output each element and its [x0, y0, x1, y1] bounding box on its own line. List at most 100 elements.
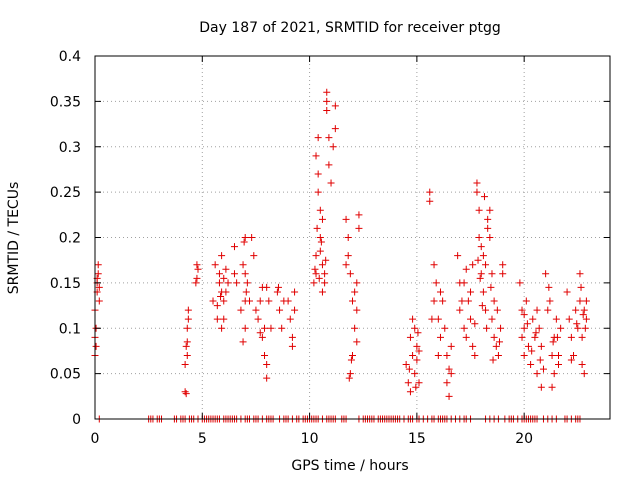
- data-point: [518, 333, 526, 341]
- data-point: [344, 252, 352, 260]
- data-point: [578, 333, 586, 341]
- data-point: [346, 270, 354, 278]
- data-point: [181, 361, 189, 369]
- data-point: [576, 297, 584, 305]
- data-point: [318, 215, 326, 223]
- data-point: [426, 188, 434, 196]
- data-point: [181, 388, 189, 396]
- data-point: [323, 106, 331, 114]
- data-point: [220, 315, 228, 323]
- data-point: [523, 320, 531, 328]
- data-point: [183, 338, 191, 346]
- data-point: [252, 306, 260, 314]
- data-point: [256, 297, 264, 305]
- data-point: [286, 315, 294, 323]
- data-point: [222, 288, 230, 296]
- data-point: [217, 292, 225, 300]
- data-point: [414, 329, 422, 337]
- data-point: [567, 356, 575, 364]
- data-point: [230, 243, 238, 251]
- data-point: [321, 270, 329, 278]
- data-point: [314, 170, 322, 178]
- data-point: [527, 361, 535, 369]
- data-point: [486, 206, 494, 214]
- data-point: [250, 252, 258, 260]
- data-point: [402, 361, 410, 369]
- data-point: [404, 379, 412, 387]
- data-point: [239, 338, 247, 346]
- data-point: [323, 88, 331, 96]
- data-point: [92, 342, 100, 350]
- data-point: [241, 270, 249, 278]
- axis-ticks: [94, 55, 610, 420]
- data-point: [183, 351, 191, 359]
- data-point: [355, 224, 363, 232]
- data-point: [493, 306, 501, 314]
- data-point: [539, 365, 547, 373]
- data-point: [426, 197, 434, 205]
- data-point: [355, 211, 363, 219]
- data-point: [273, 288, 281, 296]
- data-point: [582, 315, 590, 323]
- data-point: [321, 279, 329, 287]
- data-point: [520, 351, 528, 359]
- data-point: [353, 306, 361, 314]
- data-point: [577, 283, 585, 291]
- data-point: [489, 356, 497, 364]
- data-point: [492, 342, 500, 350]
- data-point: [537, 383, 545, 391]
- data-point: [278, 324, 286, 332]
- data-point: [478, 302, 486, 310]
- data-point: [529, 315, 537, 323]
- data-point: [312, 252, 320, 260]
- data-point: [490, 297, 498, 305]
- data-point: [471, 351, 479, 359]
- data-point: [94, 261, 102, 269]
- data-points: [91, 88, 590, 423]
- data-point: [409, 351, 417, 359]
- data-point: [243, 279, 251, 287]
- data-point: [445, 365, 453, 373]
- data-point: [213, 315, 221, 323]
- data-point: [413, 356, 421, 364]
- data-point: [353, 338, 361, 346]
- data-point: [464, 297, 472, 305]
- data-point: [553, 333, 561, 341]
- data-point: [331, 102, 339, 110]
- data-point: [445, 392, 453, 400]
- data-point: [524, 342, 532, 350]
- data-point: [351, 288, 359, 296]
- x-tick-label: 5: [198, 431, 207, 447]
- data-point: [349, 351, 356, 359]
- data-point: [533, 306, 541, 314]
- x-axis-label: GPS time / hours: [291, 458, 408, 474]
- data-point: [476, 274, 484, 282]
- data-point: [462, 333, 470, 341]
- data-point: [428, 315, 436, 323]
- data-point: [323, 97, 331, 105]
- data-point: [460, 324, 468, 332]
- data-point: [313, 224, 321, 232]
- data-point: [488, 315, 496, 323]
- data-point: [565, 315, 573, 323]
- x-tick-label: 15: [408, 431, 426, 447]
- data-point: [288, 333, 296, 341]
- data-point: [230, 270, 238, 278]
- data-point: [548, 383, 556, 391]
- data-point: [329, 143, 337, 151]
- data-point: [233, 279, 241, 287]
- data-point: [240, 238, 248, 246]
- data-point: [542, 270, 550, 278]
- data-point: [254, 315, 262, 323]
- data-point: [220, 297, 228, 305]
- data-point: [342, 261, 350, 269]
- data-point: [550, 370, 558, 378]
- data-point: [482, 306, 490, 314]
- y-tick-label: 0.05: [50, 367, 81, 383]
- data-point: [412, 383, 420, 391]
- data-point: [258, 333, 266, 341]
- data-point: [193, 274, 201, 282]
- data-point: [312, 270, 320, 278]
- data-point: [480, 193, 488, 201]
- data-point: [443, 351, 451, 359]
